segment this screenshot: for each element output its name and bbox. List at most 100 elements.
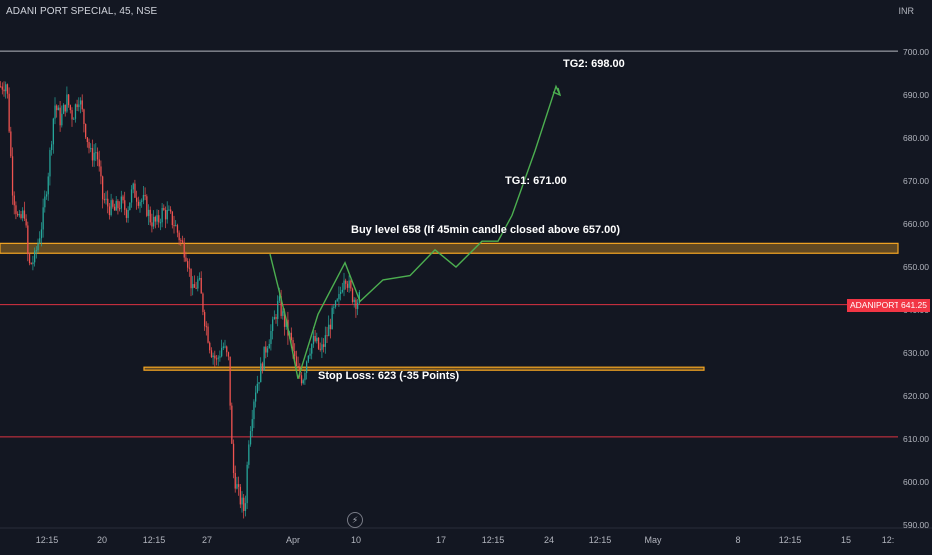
candle-body <box>0 86 2 88</box>
candle-body <box>358 292 360 303</box>
candle-body <box>156 215 158 222</box>
candle-body <box>173 225 175 227</box>
candle-body <box>136 197 138 202</box>
candle-body <box>215 358 218 360</box>
stop-loss-label: Stop Loss: 623 (-35 Points) <box>318 370 460 382</box>
candle-body <box>34 250 36 263</box>
candle-body <box>294 351 296 357</box>
candle-body <box>79 100 82 105</box>
candle-body <box>122 196 124 201</box>
candle-body <box>124 200 126 210</box>
candle-body <box>1 86 3 90</box>
candle-body <box>336 299 338 301</box>
y-tick-label: 680.00 <box>903 133 929 143</box>
candle-body <box>226 346 228 353</box>
candle-body <box>28 254 31 264</box>
candle-body <box>25 218 27 226</box>
candle-body <box>178 232 180 241</box>
candle-body <box>200 277 202 294</box>
candle-body <box>86 137 88 143</box>
last-price-badge: 641.25 <box>898 299 930 312</box>
candle-body <box>113 206 116 211</box>
candle-body <box>227 352 230 357</box>
candle-body <box>307 355 309 362</box>
candle-body <box>300 375 303 384</box>
candle-body <box>93 152 95 161</box>
candle-body <box>51 144 53 151</box>
candle-body <box>171 211 173 226</box>
candle-body <box>190 268 192 289</box>
symbol-badge: ADANIPORTS <box>847 299 909 312</box>
candle-body <box>76 104 78 108</box>
x-tick-label: 20 <box>97 535 107 545</box>
candle-body <box>10 131 12 157</box>
candle-body <box>290 332 292 341</box>
candle-body <box>161 207 163 223</box>
candle-body <box>229 356 231 406</box>
candle-body <box>357 302 359 309</box>
candle-body <box>88 142 90 149</box>
candle-body <box>193 284 196 288</box>
candle-body <box>258 382 260 384</box>
candle-body <box>103 199 105 201</box>
candle-body <box>316 337 318 342</box>
candle-body <box>66 94 68 112</box>
buy-level-label: Buy level 658 (If 45min candle closed ab… <box>351 224 621 236</box>
candle-body <box>74 104 77 119</box>
price-axis <box>898 0 932 550</box>
candle-body <box>277 300 279 319</box>
candle-body <box>232 443 235 474</box>
currency-label: INR <box>898 6 915 16</box>
candle-body <box>212 355 214 358</box>
candle-body <box>295 356 298 366</box>
x-tick-label: 12:15 <box>779 535 802 545</box>
candle-body <box>163 207 165 211</box>
candle-body <box>8 93 10 132</box>
candle-body <box>207 326 209 343</box>
candle-body <box>170 209 172 212</box>
x-tick-label: 12:15 <box>143 535 166 545</box>
candle-body <box>224 346 226 348</box>
candle-body <box>144 194 146 197</box>
candle-body <box>56 105 58 111</box>
candle-body <box>238 484 240 487</box>
candle-body <box>306 361 308 373</box>
candle-body <box>249 431 252 445</box>
candle-body <box>198 277 201 280</box>
candle-body <box>297 365 299 368</box>
candle-body <box>244 503 247 511</box>
candle-body <box>222 346 224 348</box>
candle-body <box>102 176 104 200</box>
candle-body <box>54 105 56 119</box>
candle-body <box>61 113 63 126</box>
candle-body <box>39 238 41 243</box>
x-tick-label: 24 <box>544 535 554 545</box>
candle-body <box>214 355 216 359</box>
candle-body <box>326 335 328 337</box>
candle-body <box>71 110 73 120</box>
candle-body <box>22 210 24 219</box>
candle-body <box>331 307 333 330</box>
candle-body <box>120 196 122 209</box>
price-zone <box>143 366 705 371</box>
candle-body <box>139 201 141 206</box>
candle-body <box>343 280 345 290</box>
candle-body <box>42 207 44 230</box>
candle-body <box>147 209 150 216</box>
candle-body <box>256 383 258 393</box>
candle-body <box>52 118 54 145</box>
candle-body <box>282 311 284 316</box>
candle-body <box>350 280 352 289</box>
candle-body <box>149 209 151 223</box>
candle-body <box>319 348 321 350</box>
candle-body <box>18 214 20 216</box>
candle-body <box>355 299 357 309</box>
candle-body <box>30 263 32 265</box>
lightning-bolt-icon[interactable]: ⚡︎ <box>347 512 363 528</box>
y-tick-label: 610.00 <box>903 434 929 444</box>
candle-body <box>13 195 15 206</box>
symbol-title[interactable]: ADANI PORT SPECIAL, 45, NSE <box>6 6 158 17</box>
candle-body <box>180 240 182 242</box>
